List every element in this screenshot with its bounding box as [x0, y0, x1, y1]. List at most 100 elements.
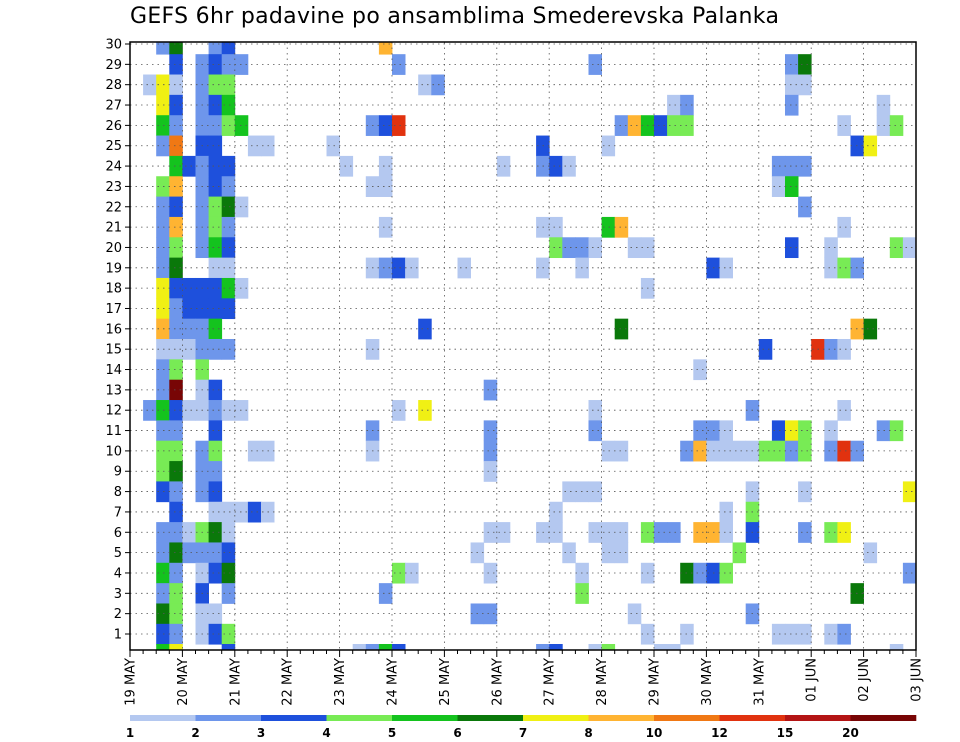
- heatmap-cell: [378, 583, 393, 604]
- heatmap-cell: [169, 277, 183, 299]
- heatmap-cell: [667, 644, 681, 651]
- heatmap-cell: [378, 644, 393, 651]
- heatmap-cell: [902, 562, 917, 584]
- heatmap-cell: [719, 562, 733, 584]
- heatmap-cell: [208, 42, 223, 55]
- y-tick-label: 16: [105, 322, 122, 337]
- heatmap-cell: [549, 155, 563, 177]
- heatmap-cell: [169, 216, 183, 238]
- x-tick-label: 01 JUN: [805, 658, 820, 702]
- heatmap-cell: [824, 440, 838, 462]
- x-tick-label: 26 MAY: [490, 658, 505, 706]
- colorbar-swatch: [785, 715, 851, 721]
- colorbar-label: 5: [388, 726, 396, 740]
- colorbar-swatch: [719, 715, 786, 721]
- heatmap-cell: [889, 237, 904, 259]
- heatmap-cell: [654, 522, 668, 543]
- heatmap-cell: [798, 522, 812, 543]
- y-tick-label: 21: [105, 221, 122, 236]
- heatmap-cell: [221, 623, 236, 645]
- heatmap-cell: [667, 94, 681, 116]
- y-tick-label: 25: [105, 139, 122, 154]
- heatmap-cell: [614, 522, 629, 543]
- heatmap-cell: [785, 176, 799, 197]
- heatmap-cell: [169, 400, 183, 421]
- heatmap-cell: [221, 298, 236, 320]
- y-tick-label: 9: [114, 465, 122, 480]
- colorbar: 1 2 3 4 5 6 7 8 10 12 15 20: [126, 715, 917, 740]
- heatmap-cell: [758, 339, 773, 360]
- heatmap-cell: [378, 257, 393, 279]
- heatmap-cell: [169, 562, 183, 584]
- heatmap-cell: [798, 440, 812, 462]
- colorbar-label: 3: [257, 726, 265, 740]
- heatmap-cell: [902, 481, 917, 503]
- heatmap-cell: [156, 176, 170, 197]
- heatmap-cell: [798, 196, 812, 218]
- colorbar-swatch: [130, 715, 196, 721]
- heatmap-cell: [837, 216, 851, 238]
- heatmap-cell: [182, 339, 196, 360]
- y-tick-label: 28: [105, 78, 122, 93]
- heatmap-cell: [693, 562, 707, 584]
- heatmap-cell: [837, 257, 851, 279]
- heatmap-cell: [392, 54, 406, 75]
- heatmap-cell: [208, 135, 223, 157]
- heatmap-cell: [208, 94, 223, 116]
- heatmap-cell: [169, 94, 183, 116]
- colorbar-label: 12: [711, 726, 728, 740]
- heatmap-cell: [169, 54, 183, 75]
- y-tick-label: 20: [105, 241, 122, 256]
- y-tick-label: 18: [105, 282, 122, 297]
- heatmap-cell: [889, 115, 904, 136]
- y-tick-label: 3: [114, 587, 122, 602]
- heatmap-cell: [837, 623, 851, 645]
- colorbar-label: 8: [584, 726, 592, 740]
- heatmap-cell: [667, 115, 681, 136]
- heatmap-cell: [221, 74, 236, 96]
- heatmap-cell: [234, 196, 249, 218]
- heatmap-cell: [208, 339, 223, 360]
- y-tick-label: 12: [105, 404, 122, 419]
- colorbar-swatch: [326, 715, 393, 721]
- heatmap-cell: [234, 54, 249, 75]
- y-tick-label: 6: [114, 526, 122, 541]
- heatmap-cell: [588, 400, 602, 421]
- heatmap-cell: [785, 237, 799, 259]
- heatmap-cell: [156, 400, 170, 421]
- y-tick-label: 5: [114, 546, 122, 561]
- colorbar-label: 7: [519, 726, 527, 740]
- y-tick-label: 8: [114, 485, 122, 500]
- heatmap-cell: [588, 644, 602, 651]
- heatmap-cell: [483, 379, 498, 401]
- heatmap-cell: [601, 216, 616, 238]
- heatmap-cell: [837, 339, 851, 360]
- heatmap-cell: [143, 400, 157, 421]
- heatmap-cell: [169, 257, 183, 279]
- heatmap-cell: [719, 522, 733, 543]
- heatmap-cell: [732, 542, 747, 564]
- heatmap-cell: [771, 176, 786, 197]
- heatmap-cell: [798, 481, 812, 503]
- colorbar-label: 20: [842, 726, 859, 740]
- heatmap-cell: [156, 603, 170, 625]
- heatmap-cell: [156, 237, 170, 259]
- heatmap-cell: [719, 257, 733, 279]
- x-tick-label: 27 MAY: [543, 658, 558, 706]
- heatmap-cell: [234, 277, 249, 299]
- heatmap-cell: [182, 542, 196, 564]
- heatmap-cell: [457, 257, 471, 279]
- heatmap-cell: [156, 623, 170, 645]
- heatmap-cell: [483, 461, 498, 482]
- heatmap-cell: [771, 440, 786, 462]
- colorbar-swatch: [523, 715, 589, 721]
- heatmap-cell: [156, 562, 170, 584]
- heatmap-cell: [247, 440, 262, 462]
- y-tick-label: 26: [105, 119, 122, 134]
- heatmap-cell: [627, 603, 642, 625]
- heatmap-cell: [208, 196, 223, 218]
- heatmap-cell: [483, 420, 498, 442]
- heatmap-cell: [221, 542, 236, 564]
- colorbar-label: 6: [453, 726, 461, 740]
- heatmap-cell: [562, 481, 576, 503]
